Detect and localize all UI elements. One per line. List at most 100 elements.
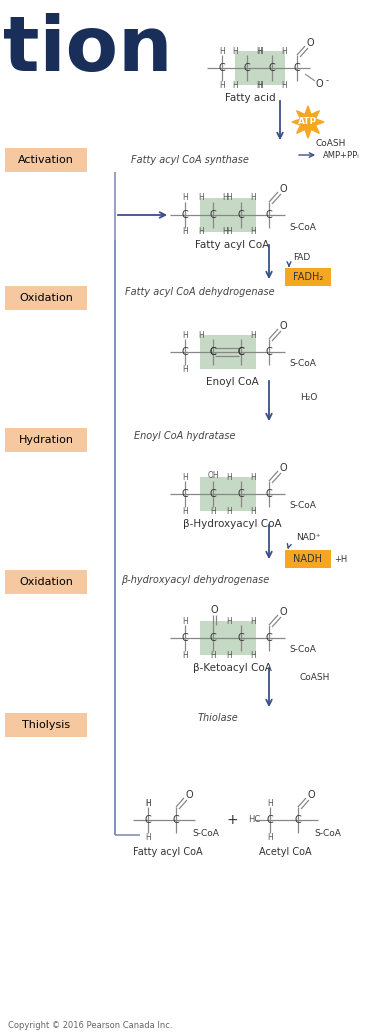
Text: H: H <box>267 799 273 807</box>
Text: H: H <box>182 507 188 516</box>
Text: Oxidation: Oxidation <box>19 293 73 303</box>
Text: C: C <box>266 210 272 220</box>
Text: H: H <box>145 799 151 807</box>
Text: H: H <box>267 833 273 841</box>
Text: H: H <box>281 81 287 89</box>
Text: NAD⁺: NAD⁺ <box>296 534 321 543</box>
Text: FAD: FAD <box>293 253 310 261</box>
Text: H: H <box>250 651 256 660</box>
Text: S-CoA: S-CoA <box>289 359 316 369</box>
Bar <box>5 286 87 310</box>
Text: O: O <box>307 790 315 800</box>
Text: C: C <box>210 489 216 499</box>
Text: H: H <box>226 616 232 626</box>
Text: CoASH: CoASH <box>316 139 346 147</box>
Text: H: H <box>257 81 263 89</box>
Text: H: H <box>250 228 256 236</box>
Text: S-CoA: S-CoA <box>314 829 341 837</box>
Text: H: H <box>256 47 262 56</box>
Text: H: H <box>198 330 204 340</box>
Text: S-CoA: S-CoA <box>289 501 316 511</box>
Bar <box>200 621 256 655</box>
Text: H: H <box>210 651 216 660</box>
Text: H: H <box>226 194 232 202</box>
Text: H: H <box>182 616 188 626</box>
Text: S-CoA: S-CoA <box>289 645 316 655</box>
Text: AMP+PPᵢ: AMP+PPᵢ <box>323 150 360 160</box>
Text: C: C <box>238 347 245 357</box>
Text: H: H <box>198 194 204 202</box>
Bar <box>285 550 331 568</box>
Text: C: C <box>210 633 216 643</box>
Text: C: C <box>266 633 272 643</box>
Text: H: H <box>222 194 228 202</box>
Bar <box>5 570 87 594</box>
Text: O: O <box>315 79 323 89</box>
Text: β-hydroxyacyl dehydrogenase: β-hydroxyacyl dehydrogenase <box>121 575 269 585</box>
Text: H₂O: H₂O <box>300 394 317 403</box>
Text: H: H <box>226 228 232 236</box>
Text: O: O <box>279 607 287 617</box>
Bar <box>5 713 87 737</box>
Text: C: C <box>145 815 151 825</box>
Text: H: H <box>182 194 188 202</box>
Text: C: C <box>182 210 188 220</box>
Text: H: H <box>145 833 151 841</box>
Text: Fatty acyl CoA dehydrogenase: Fatty acyl CoA dehydrogenase <box>125 287 275 297</box>
Text: Acetyl CoA: Acetyl CoA <box>259 847 311 857</box>
Text: ATP: ATP <box>298 117 317 126</box>
Bar <box>5 428 87 452</box>
Bar <box>235 51 285 85</box>
Text: C: C <box>173 815 179 825</box>
Text: Hydration: Hydration <box>18 435 73 445</box>
Text: C: C <box>294 63 300 73</box>
Text: C: C <box>238 347 245 357</box>
Text: FADH₂: FADH₂ <box>293 272 323 282</box>
Text: C: C <box>210 347 216 357</box>
Text: +: + <box>226 813 238 827</box>
Text: O: O <box>279 184 287 194</box>
Text: C: C <box>182 633 188 643</box>
Text: Thiolysis: Thiolysis <box>22 720 70 730</box>
Text: O: O <box>306 38 314 48</box>
Text: H: H <box>145 799 151 807</box>
Text: H: H <box>232 47 238 56</box>
Text: HC: HC <box>248 815 260 825</box>
Text: S-CoA: S-CoA <box>192 829 219 837</box>
Text: H: H <box>182 228 188 236</box>
Text: H: H <box>226 507 232 516</box>
Text: β-Ketoacyl CoA: β-Ketoacyl CoA <box>193 663 271 673</box>
Text: Copyright © 2016 Pearson Canada Inc.: Copyright © 2016 Pearson Canada Inc. <box>8 1020 172 1030</box>
Text: O: O <box>185 790 193 800</box>
Text: H: H <box>250 194 256 202</box>
Text: C: C <box>238 210 245 220</box>
Text: H: H <box>226 651 232 660</box>
Text: Fatty acyl CoA synthase: Fatty acyl CoA synthase <box>131 155 249 165</box>
Text: Oxidation: Oxidation <box>19 577 73 587</box>
Text: Enoyl CoA hydratase: Enoyl CoA hydratase <box>134 431 236 441</box>
Text: OH: OH <box>207 470 219 480</box>
Text: O: O <box>210 605 218 615</box>
Text: C: C <box>238 489 245 499</box>
Text: H: H <box>250 507 256 516</box>
Text: Activation: Activation <box>18 155 74 165</box>
Text: S-CoA: S-CoA <box>289 223 316 231</box>
Text: C: C <box>269 63 275 73</box>
Text: Fatty acyl CoA: Fatty acyl CoA <box>195 240 269 250</box>
Text: C: C <box>182 489 188 499</box>
Bar <box>200 335 256 369</box>
Text: H: H <box>256 81 262 89</box>
Text: H: H <box>222 228 228 236</box>
Text: Fatty acyl CoA: Fatty acyl CoA <box>133 847 203 857</box>
Text: H: H <box>182 472 188 482</box>
Text: H: H <box>182 651 188 660</box>
Text: H: H <box>232 81 238 89</box>
Text: H: H <box>281 47 287 56</box>
Text: H: H <box>250 330 256 340</box>
Text: β-Hydroxyacyl CoA: β-Hydroxyacyl CoA <box>183 519 281 529</box>
Text: Fatty acid: Fatty acid <box>225 93 275 103</box>
Text: +H: +H <box>334 554 347 564</box>
Text: H: H <box>182 365 188 374</box>
Text: H: H <box>198 228 204 236</box>
Text: H: H <box>219 81 225 89</box>
